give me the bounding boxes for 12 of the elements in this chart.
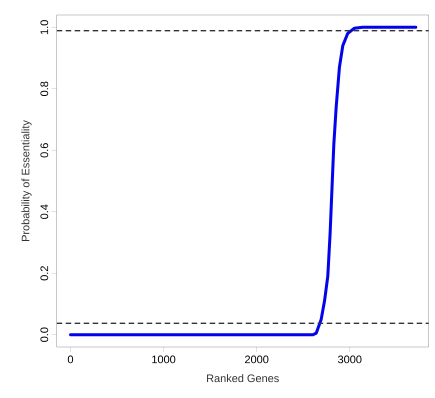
y-tick-label: 0.4 (40, 204, 48, 219)
x-tick-label: 0 (68, 356, 74, 364)
x-tick-label: 2000 (245, 356, 268, 364)
y-tick-label: 1.0 (40, 20, 48, 34)
y-tick-label: 0.2 (40, 266, 48, 280)
y-axis-title: Probability of Essentiality (21, 120, 32, 242)
x-tick-label: 3000 (338, 356, 362, 364)
y-tick-label: 0.8 (40, 82, 48, 96)
x-axis-title: Ranked Genes (207, 374, 279, 382)
y-tick-label: 0.6 (40, 143, 48, 158)
y-tick-label: 0.0 (40, 328, 48, 342)
x-tick-label: 1000 (152, 356, 176, 364)
